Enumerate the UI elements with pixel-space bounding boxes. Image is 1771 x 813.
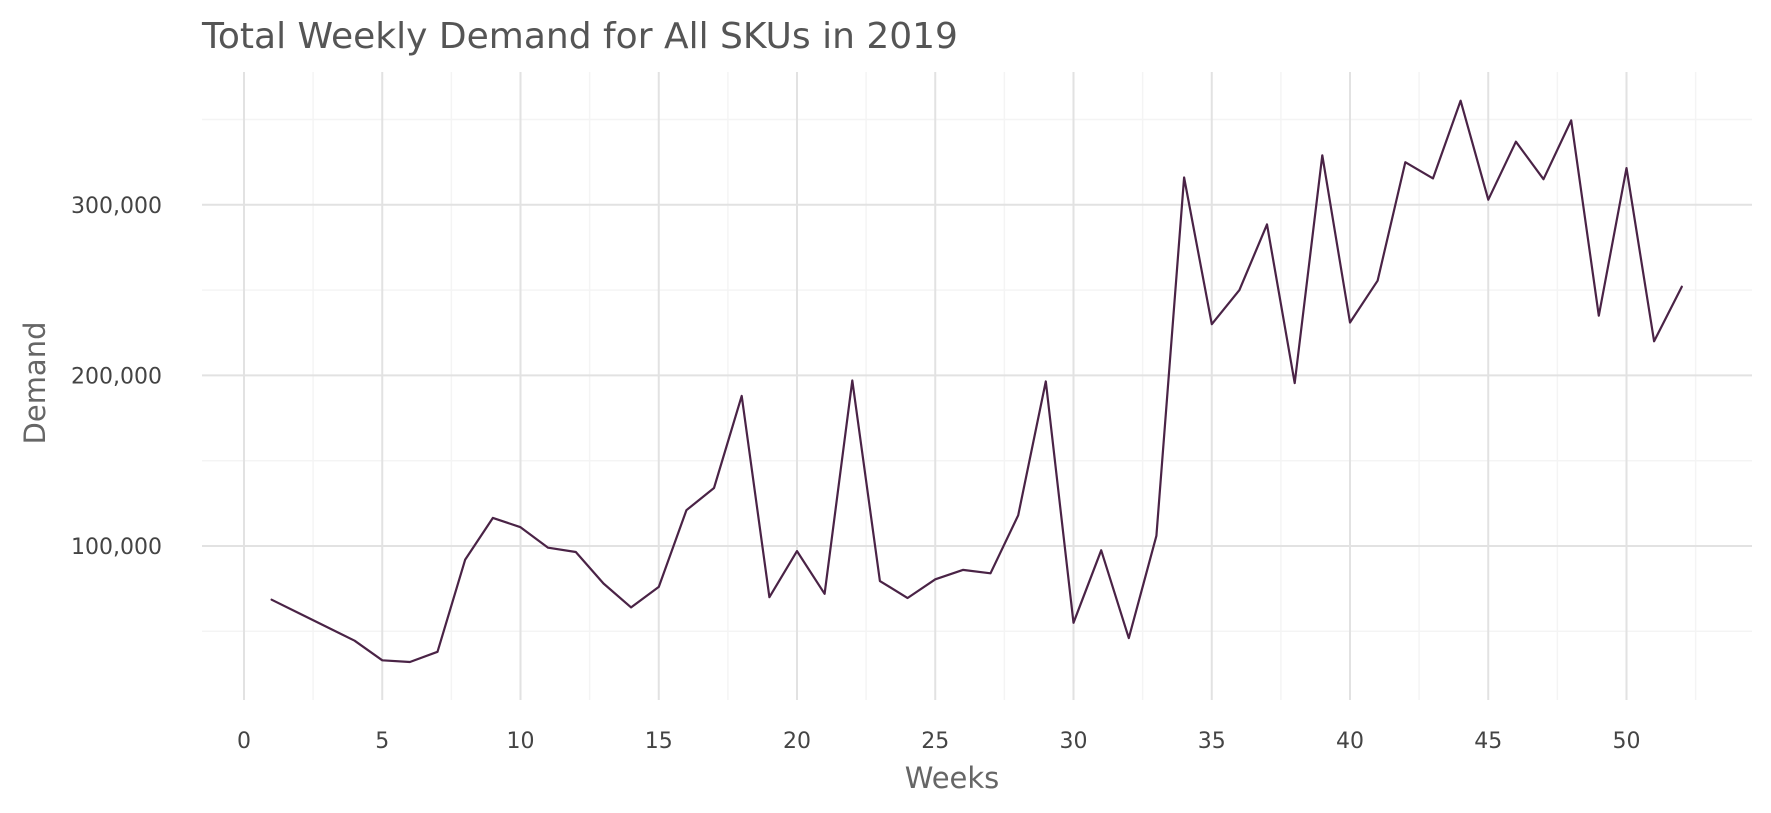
minor-gridlines [202,72,1752,700]
x-tick-label: 50 [1613,729,1641,754]
x-tick-label: 45 [1474,729,1502,754]
x-tick-label: 25 [921,729,949,754]
major-gridlines [202,72,1752,700]
y-tick-label: 200,000 [71,364,162,389]
x-tick-label: 20 [783,729,811,754]
series-layer [270,99,1683,664]
chart-title: Total Weekly Demand for All SKUs in 2019 [201,16,958,57]
y-tick-label: 300,000 [71,194,162,219]
x-tick-label: 0 [237,729,251,754]
x-tick-label: 15 [645,729,673,754]
y-axis-title: Demand [18,322,52,445]
x-tick-label: 10 [507,729,535,754]
x-tick-label: 5 [375,729,389,754]
demand-series-line [270,99,1683,664]
x-axis-title: Weeks [905,761,1000,795]
x-tick-label: 35 [1198,729,1226,754]
x-axis-ticks: 0 5 10 15 20 25 30 35 40 45 50 [237,729,1641,754]
x-tick-label: 30 [1060,729,1088,754]
x-tick-label: 40 [1336,729,1364,754]
y-axis-ticks: 100,000 200,000 300,000 [71,194,162,560]
y-tick-label: 100,000 [71,535,162,560]
